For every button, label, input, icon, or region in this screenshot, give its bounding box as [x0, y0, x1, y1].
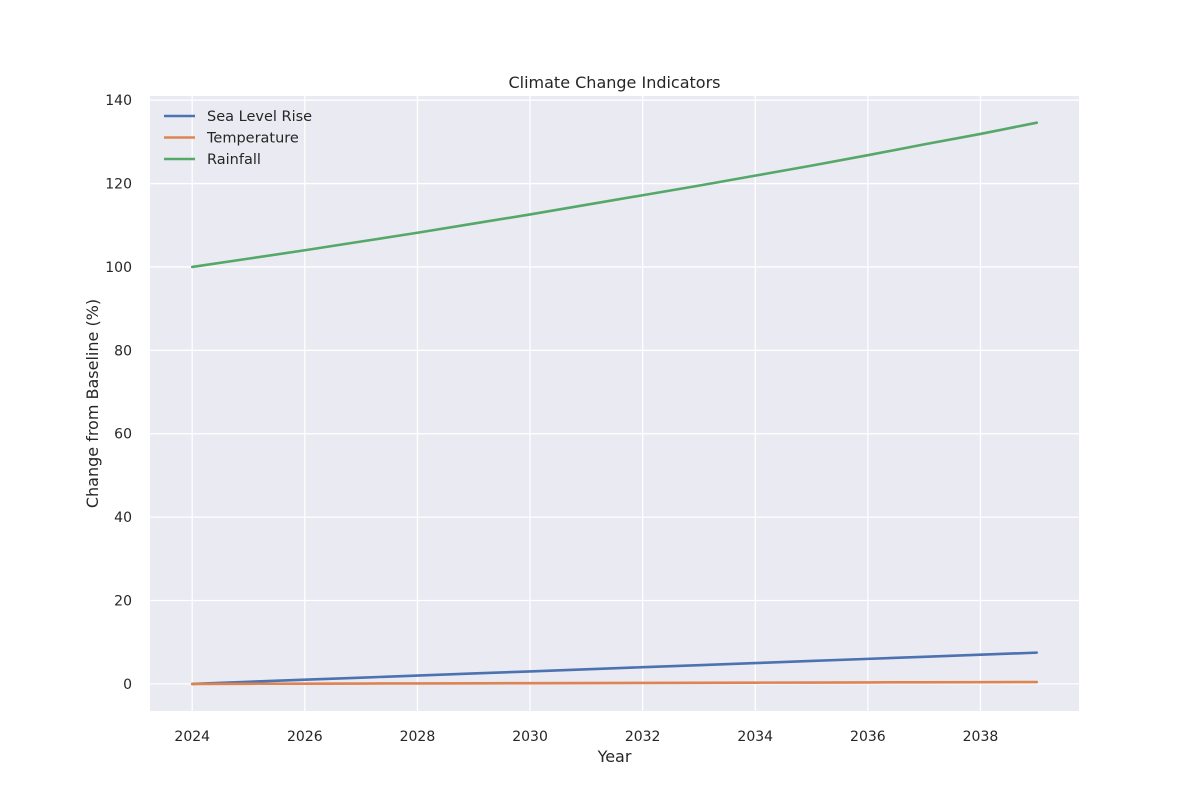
- series-line-rainfall: [190, 121, 1039, 269]
- y-tick-label: 60: [114, 427, 132, 443]
- legend-item: Temperature: [164, 131, 299, 147]
- y-tick-label: 0: [123, 677, 132, 693]
- x-tick-label: 2024: [174, 729, 210, 745]
- y-tick-label: 140: [105, 93, 132, 109]
- legend-label: Temperature: [206, 131, 299, 147]
- legend-label: Rainfall: [207, 152, 261, 168]
- series-group: [190, 121, 1039, 686]
- legend: Sea Level Rise Temperature Rainfall: [164, 109, 312, 168]
- y-tick-label: 40: [114, 510, 132, 526]
- x-axis-ticks: 2024 2026 2028 2030 2032 2034 2036 2038: [174, 729, 998, 745]
- series-line-sea-level-rise: [190, 651, 1039, 686]
- y-tick-label: 120: [105, 177, 132, 193]
- legend-item: Rainfall: [164, 152, 261, 168]
- chart-title: Climate Change Indicators: [508, 73, 720, 92]
- y-tick-label: 100: [105, 260, 132, 276]
- y-axis-label: Change from Baseline (%): [83, 299, 102, 508]
- x-tick-label: 2026: [287, 729, 323, 745]
- x-tick-label: 2036: [850, 729, 886, 745]
- x-tick-label: 2028: [400, 729, 436, 745]
- x-axis-label: Year: [597, 747, 632, 766]
- y-tick-label: 80: [114, 343, 132, 359]
- y-axis-ticks: 0 20 40 60 80 100 120 140: [105, 93, 132, 693]
- y-tick-label: 20: [114, 594, 132, 610]
- x-tick-label: 2032: [625, 729, 661, 745]
- x-tick-label: 2038: [963, 729, 999, 745]
- x-tick-label: 2034: [737, 729, 773, 745]
- legend-label: Sea Level Rise: [207, 109, 312, 125]
- plot-area: [150, 96, 1079, 711]
- series-line-temperature: [190, 680, 1039, 686]
- x-tick-label: 2030: [512, 729, 548, 745]
- legend-item: Sea Level Rise: [164, 109, 312, 125]
